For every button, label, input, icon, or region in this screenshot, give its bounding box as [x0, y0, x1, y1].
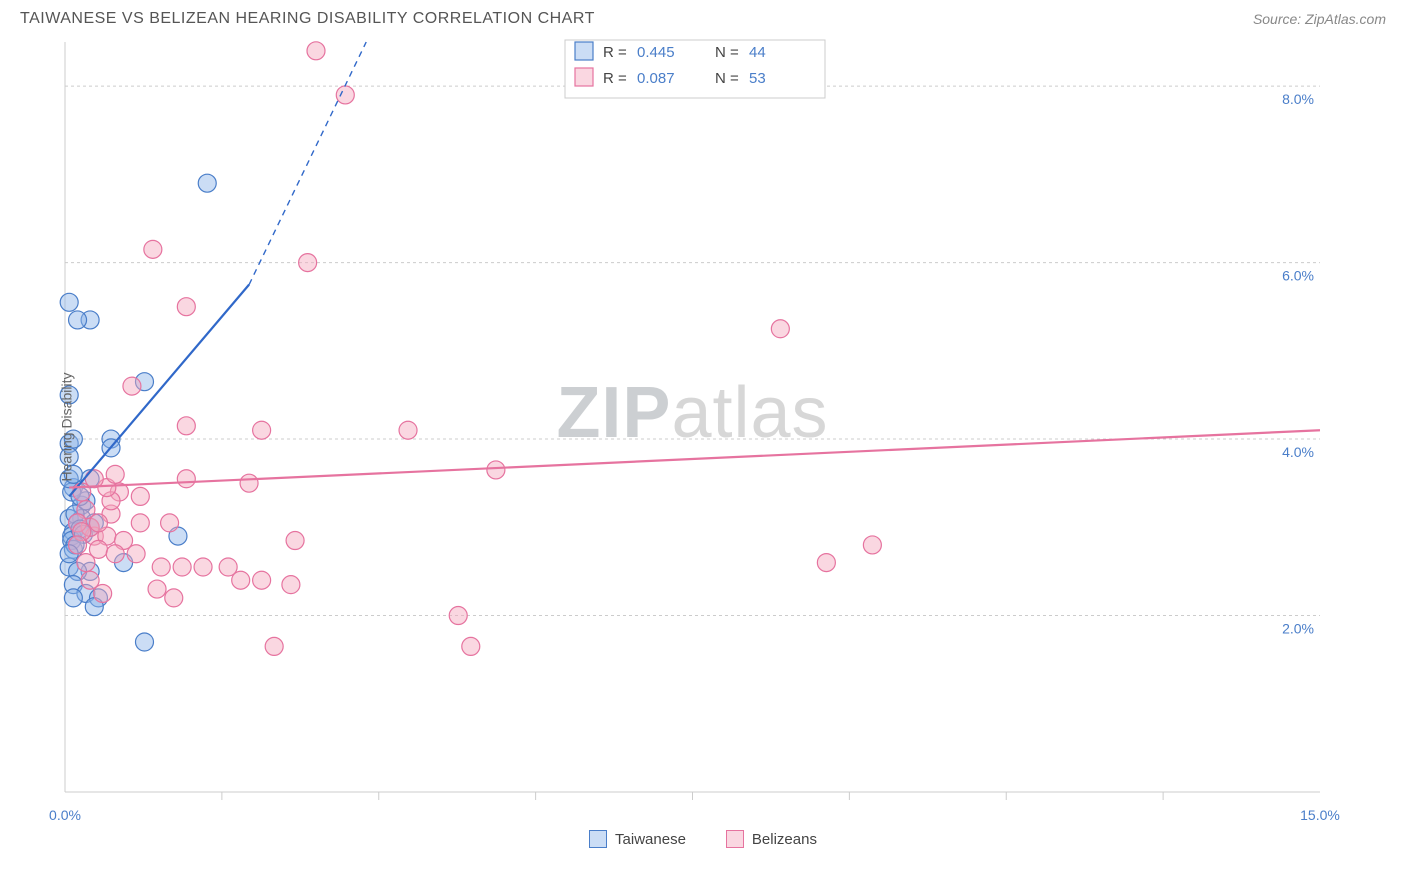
svg-text:4.0%: 4.0% — [1282, 444, 1314, 460]
svg-text:53: 53 — [749, 70, 766, 87]
svg-text:44: 44 — [749, 44, 766, 61]
svg-text:0.0%: 0.0% — [49, 807, 81, 822]
chart-container: Hearing Disability 2.0% 4.0% 6.0% 8.0% 0.0% 1… — [20, 32, 1386, 822]
source-label: Source: ZipAtlas.com — [1253, 11, 1386, 27]
scatter-chart: 2.0% 4.0% 6.0% 8.0% 0.0% 15.0% ZIPatlas R = 0.44… — [20, 32, 1350, 822]
svg-text:15.0%: 15.0% — [1300, 807, 1340, 822]
legend-label: Belizeans — [752, 831, 817, 848]
svg-text:N =: N = — [715, 44, 739, 61]
legend-item-taiwanese: Taiwanese — [589, 830, 686, 848]
legend-label: Taiwanese — [615, 831, 686, 848]
chart-title: TAIWANESE VS BELIZEAN HEARING DISABILITY… — [20, 10, 595, 28]
bottom-legend: Taiwanese Belizeans — [0, 830, 1406, 848]
swatch-blue — [589, 830, 607, 848]
svg-text:0.445: 0.445 — [637, 44, 675, 61]
svg-text:6.0%: 6.0% — [1282, 268, 1314, 284]
svg-text:N =: N = — [715, 70, 739, 87]
svg-text:8.0%: 8.0% — [1282, 91, 1314, 107]
svg-text:0.087: 0.087 — [637, 70, 675, 87]
chart-header: TAIWANESE VS BELIZEAN HEARING DISABILITY… — [0, 0, 1406, 32]
svg-text:R =: R = — [603, 44, 627, 61]
y-axis-label: Hearing Disability — [58, 373, 74, 482]
svg-text:2.0%: 2.0% — [1282, 621, 1314, 637]
svg-text:R =: R = — [603, 70, 627, 87]
swatch-pink — [726, 830, 744, 848]
legend-item-belizeans: Belizeans — [726, 830, 817, 848]
svg-text:ZIPatlas: ZIPatlas — [556, 373, 828, 453]
